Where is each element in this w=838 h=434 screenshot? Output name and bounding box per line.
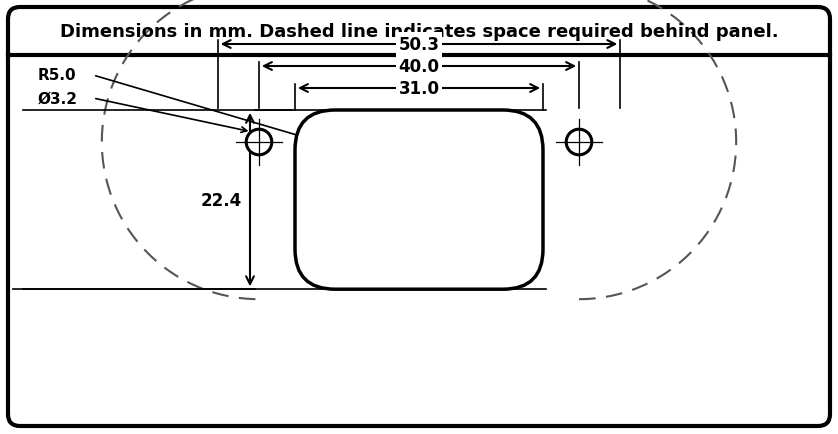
FancyBboxPatch shape xyxy=(8,8,830,426)
Text: 22.4: 22.4 xyxy=(201,191,242,209)
Text: 50.3: 50.3 xyxy=(399,36,439,54)
FancyBboxPatch shape xyxy=(295,111,543,289)
Circle shape xyxy=(246,130,272,155)
Text: 40.0: 40.0 xyxy=(399,58,439,76)
Text: Dimensions in mm. Dashed line indicates space required behind panel.: Dimensions in mm. Dashed line indicates … xyxy=(59,23,779,41)
Circle shape xyxy=(566,130,592,155)
Text: 31.0: 31.0 xyxy=(399,80,439,98)
Text: R5.0: R5.0 xyxy=(38,68,76,83)
Text: Ø3.2: Ø3.2 xyxy=(38,91,78,106)
